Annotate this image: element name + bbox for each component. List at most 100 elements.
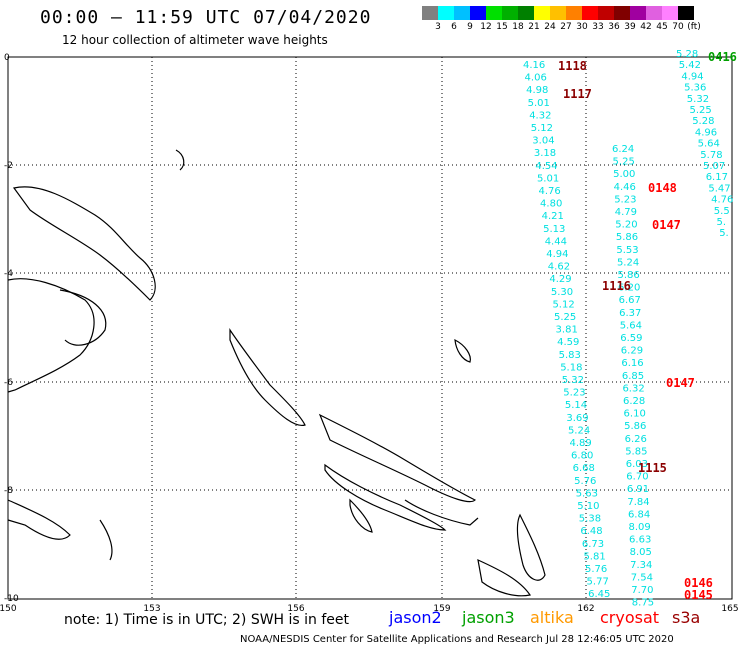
pass-time-label: 1115 [638,461,667,475]
wave-height-value: 4.46 [614,182,636,193]
wave-height-value: 6.45 [588,589,610,600]
wave-height-value: 5.32 [562,375,584,386]
wave-height-value: 5. [719,228,729,239]
wave-height-value: 5.24 [568,425,590,436]
legend-label: 70 [672,22,684,32]
wave-height-value: 5.01 [528,98,550,109]
legend-swatch [454,6,470,20]
wave-height-value: 5.18 [560,362,582,373]
wave-height-value: 5.24 [617,257,639,268]
legend-swatch [550,6,566,20]
wave-height-value: 5.81 [583,551,605,562]
wave-height-value: 4.62 [548,262,570,273]
x-tick-label: 162 [577,604,594,614]
wave-height-value: 5.12 [531,123,553,134]
satellite-key-altika: altika [530,608,574,627]
legend-label: (ft) [687,22,701,32]
legend-label: 12 [480,22,492,32]
legend-label: 33 [592,22,604,32]
legend-label: 15 [496,22,508,32]
wave-height-value: 5.86 [618,270,640,281]
wave-height-value: 6.32 [622,383,644,394]
map-grid [8,57,732,599]
wave-height-value: 5.25 [554,312,576,323]
legend-label: 42 [640,22,652,32]
wave-height-value: 7.54 [631,572,653,583]
wave-height-value: 4.89 [570,438,592,449]
y-tick-label: -4 [4,269,13,279]
y-tick-label: -10 [4,594,19,604]
pass-time-label: 1117 [563,87,592,101]
wave-height-value: 4.44 [545,236,567,247]
y-tick-label: -6 [4,378,13,388]
wave-height-value: 5.86 [624,421,646,432]
legend-label: 3 [435,22,441,32]
pass-time-label: 0147 [652,218,681,232]
wave-height-value: 4.21 [542,211,564,222]
wave-height-value: 5.63 [576,488,598,499]
legend-swatch [438,6,454,20]
satellite-key-jason3: jason3 [462,608,515,627]
legend-label: 30 [576,22,588,32]
wave-height-value: 6.17 [706,172,728,183]
pass-time-label: 0416 [708,50,737,64]
wave-height-value: 6.10 [624,409,646,420]
satellite-key-s3a: s3a [672,608,701,627]
wave-height-value: 6.20 [618,283,640,294]
wave-height-value: 5.47 [708,183,730,194]
wave-height-value: 3.04 [532,136,554,147]
y-tick-label: -2 [4,161,13,171]
wave-height-value: 5.14 [565,400,587,411]
wave-height-value: 6.16 [621,358,643,369]
pass-time-label: 0147 [666,376,695,390]
wave-height-value: 5.64 [620,320,642,331]
wave-height-value: 5.28 [692,116,714,127]
legend-swatch [630,6,646,20]
wave-height-value: 5.36 [684,83,706,94]
wave-height-value: 5.53 [616,245,638,256]
units-note: note: 1) Time is in UTC; 2) SWH is in fe… [64,612,350,628]
wave-height-value: 5.30 [551,287,573,298]
map-frame [7,56,733,600]
page-subtitle: 12 hour collection of altimeter wave hei… [62,33,328,47]
wave-height-value: 4.54 [535,161,557,172]
wave-height-value: 5.13 [543,224,565,235]
legend-swatch [566,6,582,20]
pass-time-label: 1116 [602,279,631,293]
footer-credit: NOAA/NESDIS Center for Satellite Applica… [240,634,674,645]
wave-height-value: 5.77 [587,577,609,588]
legend-label: 39 [624,22,636,32]
x-tick-label: 159 [433,604,450,614]
wave-height-value: 5.25 [690,105,712,116]
wave-height-value: 5.10 [577,501,599,512]
wave-height-value: 5.5 [714,206,730,217]
wave-height-value: 6.85 [622,371,644,382]
legend-label: 45 [656,22,668,32]
wave-height-value: 6.03 [626,459,648,470]
x-tick-label: 165 [721,604,738,614]
wave-height-value: 5.07 [703,161,725,172]
wave-height-value: 7.84 [627,497,649,508]
legend-label: 21 [528,22,540,32]
legend-label: 27 [560,22,572,32]
wave-height-value: 4.80 [540,199,562,210]
wave-height-value: 5.25 [613,157,635,168]
legend-swatch [534,6,550,20]
wave-height-value: 4.76 [711,195,733,206]
wave-height-value: 4.06 [525,73,547,84]
legend-swatch [518,6,534,20]
wave-height-value: 6.73 [582,539,604,550]
x-tick-label: 156 [287,604,304,614]
wave-height-value: 6.48 [580,526,602,537]
coastlines [7,149,546,597]
wave-height-value: 5.28 [676,49,698,60]
pass-time-label: 0146 [684,576,713,590]
wave-height-value: 8.05 [630,547,652,558]
wave-height-value: 6.37 [619,308,641,319]
wave-height-value: 5.12 [552,299,574,310]
legend-label: 9 [467,22,473,32]
wave-height-value: 5.23 [614,194,636,205]
x-tick-label: 150 [0,604,17,614]
